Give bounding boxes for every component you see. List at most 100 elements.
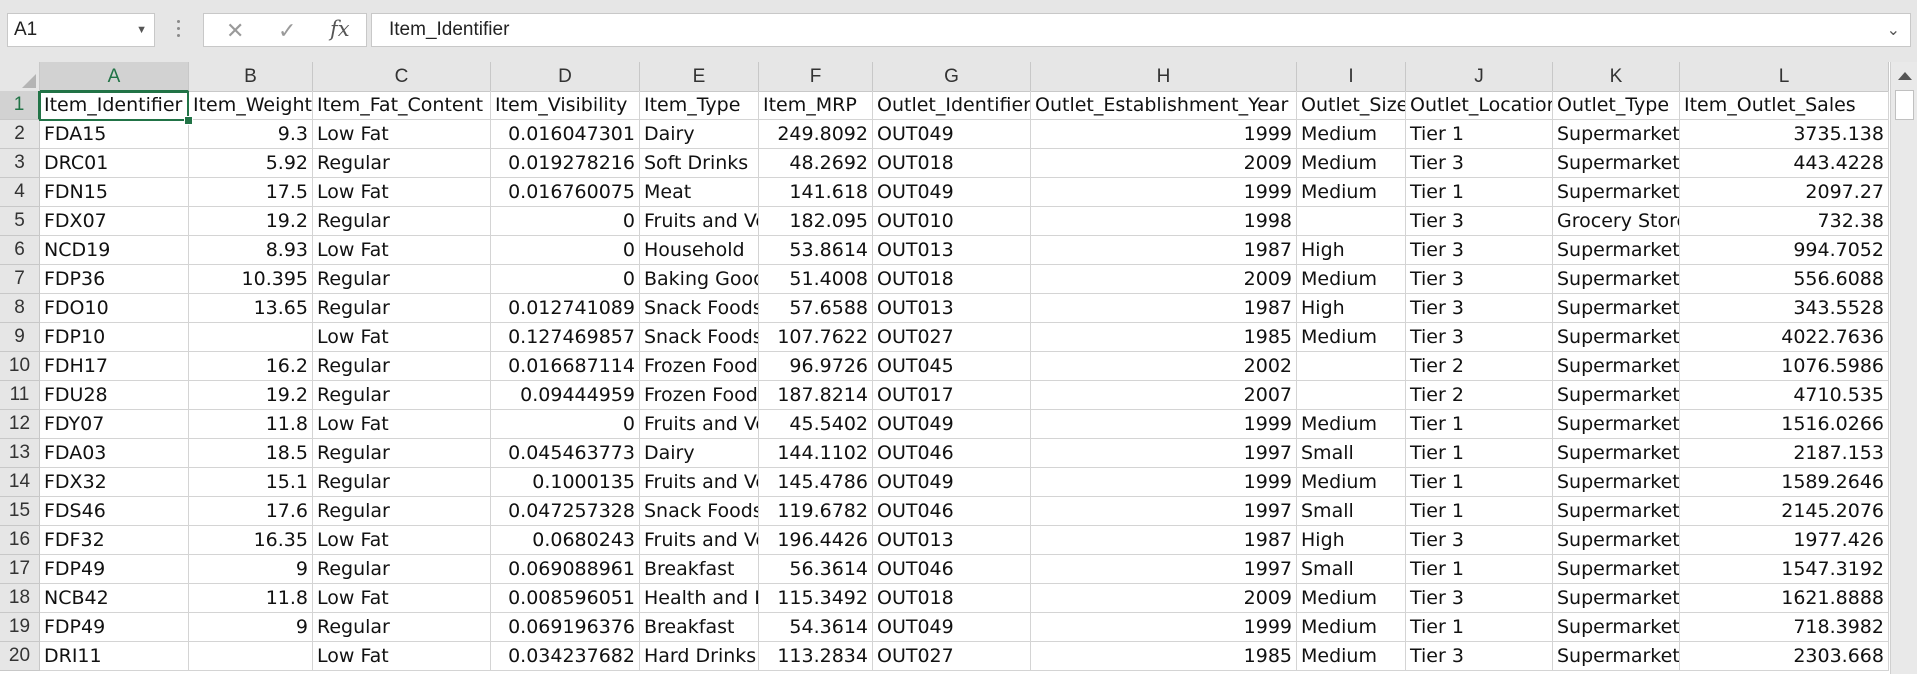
cell[interactable]: OUT027 <box>873 642 1031 671</box>
cell[interactable]: 1516.0266 <box>1680 410 1889 439</box>
cell[interactable]: OUT018 <box>873 265 1031 294</box>
cell[interactable]: Medium <box>1297 149 1406 178</box>
header-cell[interactable]: Item_Identifier <box>40 91 189 120</box>
formula-input[interactable]: Item_Identifier ⌄ <box>371 13 1911 47</box>
cell[interactable]: Tier 1 <box>1406 497 1553 526</box>
cell[interactable]: 0.0680243 <box>491 526 640 555</box>
cell[interactable]: 1985 <box>1031 323 1297 352</box>
row-header-4[interactable]: 4 <box>0 178 40 207</box>
column-header-k[interactable]: K <box>1553 62 1680 92</box>
cell[interactable]: Supermarket <box>1553 555 1680 584</box>
cell[interactable]: Frozen Foods <box>640 381 759 410</box>
cell[interactable]: FDS46 <box>40 497 189 526</box>
cell[interactable]: 9.3 <box>189 120 313 149</box>
cell[interactable]: Tier 3 <box>1406 323 1553 352</box>
cell[interactable]: 115.3492 <box>759 584 873 613</box>
cell[interactable]: Low Fat <box>313 120 491 149</box>
cell[interactable]: 1998 <box>1031 207 1297 236</box>
cell[interactable]: 51.4008 <box>759 265 873 294</box>
cell[interactable]: Tier 2 <box>1406 352 1553 381</box>
row-header-9[interactable]: 9 <box>0 323 40 352</box>
cell[interactable]: Tier 3 <box>1406 294 1553 323</box>
cell[interactable]: Supermarket <box>1553 149 1680 178</box>
cell[interactable]: 2007 <box>1031 381 1297 410</box>
row-header-17[interactable]: 17 <box>0 555 40 584</box>
cell[interactable]: 2002 <box>1031 352 1297 381</box>
row-header-5[interactable]: 5 <box>0 207 40 236</box>
row-header-3[interactable]: 3 <box>0 149 40 178</box>
cell[interactable]: FDP36 <box>40 265 189 294</box>
cell[interactable]: 1547.3192 <box>1680 555 1889 584</box>
column-header-l[interactable]: L <box>1680 62 1889 92</box>
header-cell[interactable]: Item_Type <box>640 91 759 120</box>
cell[interactable]: 17.6 <box>189 497 313 526</box>
cell[interactable]: Health and H <box>640 584 759 613</box>
cell[interactable]: 18.5 <box>189 439 313 468</box>
cell[interactable]: Tier 3 <box>1406 642 1553 671</box>
header-cell[interactable]: Item_Visibility <box>491 91 640 120</box>
cell[interactable]: 1997 <box>1031 497 1297 526</box>
row-header-18[interactable]: 18 <box>0 584 40 613</box>
cell[interactable]: FDP49 <box>40 613 189 642</box>
cell[interactable]: 145.4786 <box>759 468 873 497</box>
cell[interactable] <box>189 323 313 352</box>
cell[interactable]: FDP49 <box>40 555 189 584</box>
cell[interactable]: Medium <box>1297 178 1406 207</box>
column-header-b[interactable]: B <box>189 62 313 92</box>
cell[interactable]: Low Fat <box>313 178 491 207</box>
cell[interactable]: 16.35 <box>189 526 313 555</box>
cell[interactable]: Supermarket <box>1553 352 1680 381</box>
cell[interactable]: 2009 <box>1031 265 1297 294</box>
cell[interactable]: 0.069088961 <box>491 555 640 584</box>
row-header-16[interactable]: 16 <box>0 526 40 555</box>
cell[interactable]: 45.5402 <box>759 410 873 439</box>
row-header-20[interactable]: 20 <box>0 642 40 671</box>
cell[interactable]: Hard Drinks <box>640 642 759 671</box>
cell[interactable]: OUT013 <box>873 236 1031 265</box>
row-header-8[interactable]: 8 <box>0 294 40 323</box>
header-cell[interactable]: Item_Weight <box>189 91 313 120</box>
cancel-icon[interactable]: ✕ <box>226 18 245 43</box>
header-cell[interactable]: Item_MRP <box>759 91 873 120</box>
cell[interactable]: 343.5528 <box>1680 294 1889 323</box>
cell[interactable]: DRC01 <box>40 149 189 178</box>
cell[interactable]: 2009 <box>1031 149 1297 178</box>
cell[interactable]: OUT018 <box>873 149 1031 178</box>
cell[interactable]: 732.38 <box>1680 207 1889 236</box>
cell[interactable]: Tier 3 <box>1406 207 1553 236</box>
column-header-e[interactable]: E <box>640 62 759 92</box>
cell[interactable]: FDF32 <box>40 526 189 555</box>
cell[interactable]: Tier 1 <box>1406 120 1553 149</box>
cell[interactable]: OUT049 <box>873 468 1031 497</box>
cell[interactable]: Tier 1 <box>1406 468 1553 497</box>
cell[interactable]: Tier 3 <box>1406 236 1553 265</box>
cell[interactable]: 0.019278216 <box>491 149 640 178</box>
cell[interactable]: Regular <box>313 555 491 584</box>
cell[interactable]: OUT027 <box>873 323 1031 352</box>
insert-function-icon[interactable]: fx <box>330 17 350 41</box>
cell[interactable]: 2097.27 <box>1680 178 1889 207</box>
cell[interactable]: OUT010 <box>873 207 1031 236</box>
cell[interactable]: FDP10 <box>40 323 189 352</box>
cell[interactable]: Breakfast <box>640 555 759 584</box>
row-header-15[interactable]: 15 <box>0 497 40 526</box>
cell[interactable]: Baking Good <box>640 265 759 294</box>
cell[interactable]: Fruits and Ve <box>640 207 759 236</box>
cell[interactable]: 182.095 <box>759 207 873 236</box>
cell[interactable]: FDX32 <box>40 468 189 497</box>
cell[interactable]: 0.034237682 <box>491 642 640 671</box>
column-header-f[interactable]: F <box>759 62 873 92</box>
cell[interactable]: High <box>1297 526 1406 555</box>
cell[interactable]: Low Fat <box>313 410 491 439</box>
cell[interactable]: OUT013 <box>873 526 1031 555</box>
column-header-c[interactable]: C <box>313 62 491 92</box>
cell[interactable]: 11.8 <box>189 410 313 439</box>
row-header-10[interactable]: 10 <box>0 352 40 381</box>
cell[interactable]: Low Fat <box>313 584 491 613</box>
cell[interactable] <box>1297 381 1406 410</box>
cell[interactable]: Breakfast <box>640 613 759 642</box>
cell[interactable]: Supermarket <box>1553 178 1680 207</box>
cell[interactable]: Tier 3 <box>1406 265 1553 294</box>
cell[interactable]: Meat <box>640 178 759 207</box>
cell[interactable]: Regular <box>313 381 491 410</box>
